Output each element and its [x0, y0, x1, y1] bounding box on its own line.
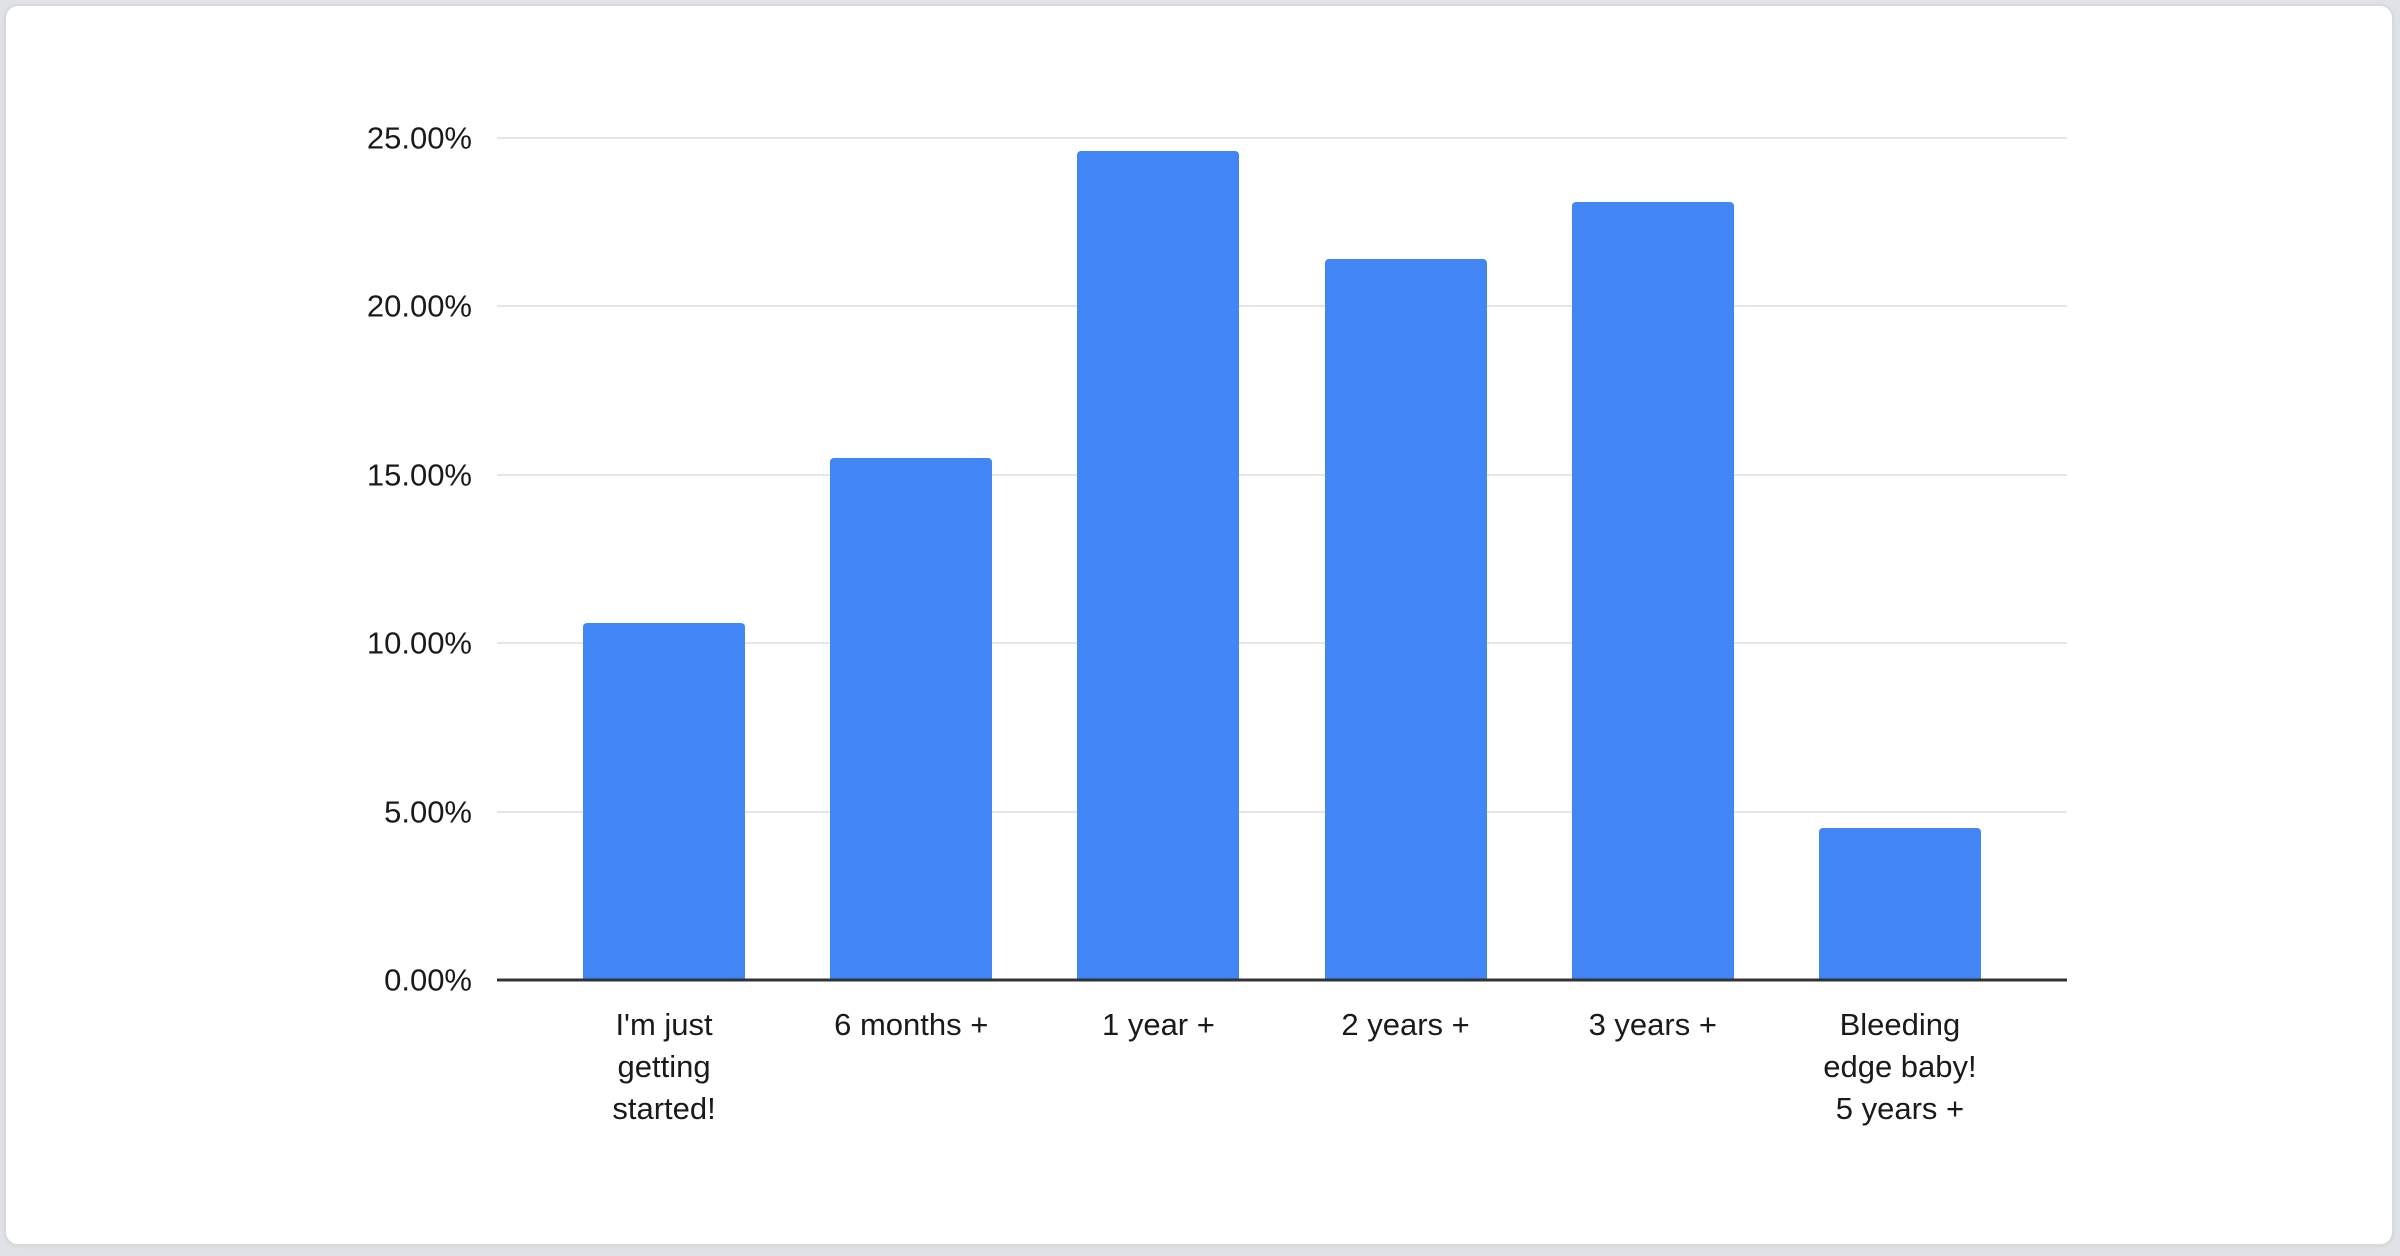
y-tick-label: 25.00% [366, 120, 472, 156]
y-tick-label: 0.00% [384, 962, 472, 998]
x-category-label-line: 3 years + [1588, 1007, 1717, 1042]
x-category-label: I'm just getting started! [514, 1004, 814, 1130]
bar-5[interactable] [1571, 202, 1734, 980]
gridline [497, 137, 2067, 139]
x-category-label-line: getting [617, 1049, 711, 1084]
plot-area: 0.00% 5.00% 10.00% 15.00% 20.00% 25.00% I'm ju… [367, 123, 2067, 1126]
gridline [497, 642, 2067, 645]
bar-3[interactable] [1077, 151, 1240, 980]
gridline [497, 473, 2067, 476]
y-tick-label: 20.00% [366, 288, 472, 324]
x-category-label: 1 year + [1008, 1004, 1308, 1046]
x-category-label-line: I'm just [615, 1007, 713, 1042]
x-category-label: 2 years + [1256, 1004, 1556, 1046]
x-category-label-line: 1 year + [1101, 1007, 1215, 1042]
x-category-label-line: 5 years + [1835, 1091, 1965, 1126]
gridline [497, 810, 2067, 813]
bar-1[interactable] [583, 623, 746, 980]
x-category-label-line: 2 years + [1341, 1007, 1470, 1042]
bar-2[interactable] [830, 457, 993, 980]
x-category-label-line: 6 months + [834, 1007, 989, 1042]
x-category-label-line: started! [612, 1091, 716, 1126]
y-tick-label: 15.00% [366, 457, 472, 493]
x-category-label-line: edge baby! [1823, 1049, 1977, 1084]
x-category-label: 6 months + [761, 1004, 1061, 1046]
x-category-label: Bleeding edge baby! 5 years + [1750, 1004, 2050, 1130]
y-tick-label: 5.00% [384, 794, 472, 830]
gridline [497, 305, 2067, 308]
bar-6[interactable] [1818, 828, 1981, 980]
x-category-label-line: Bleeding [1839, 1007, 1961, 1042]
y-tick-label: 10.00% [366, 625, 472, 661]
bar-4[interactable] [1324, 259, 1487, 980]
x-axis-line [497, 978, 2067, 982]
x-category-label: 3 years + [1503, 1004, 1803, 1046]
